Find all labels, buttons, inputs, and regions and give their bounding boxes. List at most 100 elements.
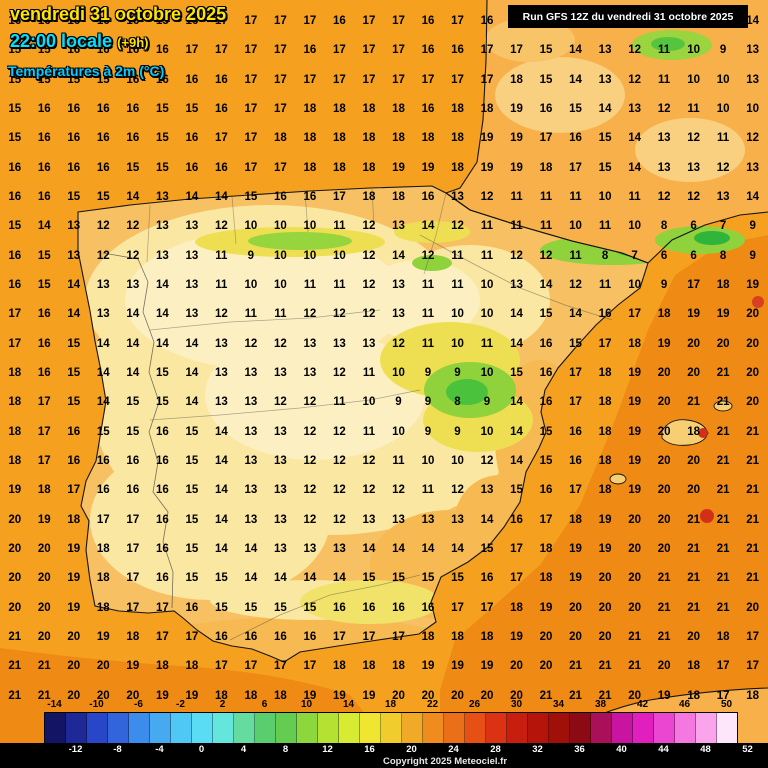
time-offset-label: (+9h): [117, 35, 149, 50]
temp-value: 17: [155, 631, 169, 644]
temp-value: 18: [244, 689, 258, 702]
temp-value: 13: [392, 513, 405, 526]
temp-value: 12: [539, 249, 553, 262]
temp-value: 16: [421, 44, 435, 57]
temp-value: 15: [214, 572, 228, 585]
temp-value: 14: [274, 572, 287, 585]
temp-value: 21: [746, 425, 760, 438]
temp-value: 20: [37, 631, 51, 644]
temp-value: 17: [480, 44, 494, 57]
temp-value: 16: [155, 513, 169, 526]
legend-label: 18: [384, 699, 397, 710]
legend-color-cell: [591, 713, 612, 743]
temp-value: 9: [424, 367, 432, 380]
parameter-subtitle: Températures à 2m (°C): [8, 63, 165, 79]
temp-value: 16: [37, 308, 51, 321]
legend-label: 38: [594, 699, 607, 710]
temp-value: 17: [37, 396, 51, 409]
temp-value: 15: [126, 425, 140, 438]
temp-value: 13: [392, 279, 405, 292]
temp-value: 14: [510, 308, 523, 321]
temp-value: 14: [510, 337, 523, 350]
temp-value: 17: [214, 660, 228, 673]
temp-value: 21: [746, 455, 760, 468]
temp-value: 12: [303, 425, 317, 438]
temp-value: 12: [362, 455, 376, 468]
temp-value: 14: [214, 455, 228, 468]
temp-value: 17: [362, 14, 376, 27]
legend-color-cell: [87, 713, 108, 743]
temp-value: 15: [510, 484, 523, 497]
temp-value: 10: [746, 102, 760, 115]
temp-value: 17: [480, 73, 494, 86]
temp-value: 15: [155, 161, 169, 174]
temp-value: 13: [244, 455, 258, 468]
legend-color-cell: [612, 713, 633, 743]
temp-value: 16: [303, 190, 317, 203]
temp-value: 13: [303, 367, 317, 380]
legend-label: 24: [448, 744, 459, 755]
temp-value: 13: [303, 543, 317, 556]
temp-value: 18: [333, 102, 346, 115]
temp-value: 14: [214, 190, 228, 203]
temp-value: 11: [539, 190, 553, 203]
temp-value: 15: [126, 396, 140, 409]
temp-value: 18: [303, 102, 317, 115]
temp-value: 19: [598, 513, 612, 526]
temp-value: 19: [628, 396, 641, 409]
temp-value: 17: [185, 631, 199, 644]
temp-value: 18: [569, 513, 582, 526]
legend-color-cell: [66, 713, 87, 743]
temp-value: 21: [628, 660, 641, 673]
temp-value: 13: [96, 308, 110, 321]
temp-value: 17: [214, 14, 228, 27]
temp-value: 20: [657, 484, 671, 497]
temp-value: 20: [37, 543, 51, 556]
temp-value: 19: [333, 689, 346, 702]
temp-value: 19: [67, 572, 81, 585]
temp-value: 21: [598, 689, 612, 702]
temp-value: 20: [746, 601, 760, 614]
temp-value: 20: [8, 601, 22, 614]
temp-value: 20: [510, 689, 523, 702]
temp-value: 14: [155, 308, 169, 321]
temp-value: 16: [421, 601, 435, 614]
temp-value: 9: [454, 367, 461, 380]
temp-value: 10: [274, 279, 287, 292]
legend-label: 6: [261, 699, 268, 710]
legend-label: 12: [322, 744, 333, 755]
temp-value: 18: [598, 396, 612, 409]
temp-value: 14: [392, 543, 405, 556]
temp-value: 21: [657, 601, 671, 614]
temp-value: 12: [362, 484, 376, 497]
legend-label: 52: [742, 744, 753, 755]
temp-value: 14: [96, 337, 110, 350]
temp-value: 13: [451, 513, 464, 526]
temp-value: 12: [274, 337, 287, 350]
temp-value: 17: [598, 337, 612, 350]
temp-value: 11: [362, 367, 376, 380]
temp-value: 10: [451, 308, 464, 321]
temp-value: 15: [539, 73, 553, 86]
temp-value: 18: [333, 161, 346, 174]
temp-value: 14: [569, 73, 582, 86]
temp-value: 17: [274, 161, 287, 174]
temp-value: 17: [126, 543, 140, 556]
temp-value: 18: [96, 543, 110, 556]
temp-value: 20: [746, 308, 760, 321]
temp-value: 16: [155, 455, 169, 468]
legend-color-cell: [213, 713, 234, 743]
temp-value: 13: [598, 44, 612, 57]
temp-value: 18: [598, 425, 612, 438]
temp-value: 12: [303, 308, 317, 321]
temp-value: 13: [480, 484, 494, 497]
temp-value: 15: [303, 601, 317, 614]
temp-value: 13: [155, 220, 169, 233]
temp-value: 19: [598, 543, 612, 556]
temp-value: 12: [421, 249, 435, 262]
temp-value: 21: [716, 601, 730, 614]
temp-value: 16: [569, 132, 582, 145]
temp-value: 18: [362, 161, 376, 174]
temp-value: 19: [96, 631, 110, 644]
temp-value: 20: [687, 367, 701, 380]
